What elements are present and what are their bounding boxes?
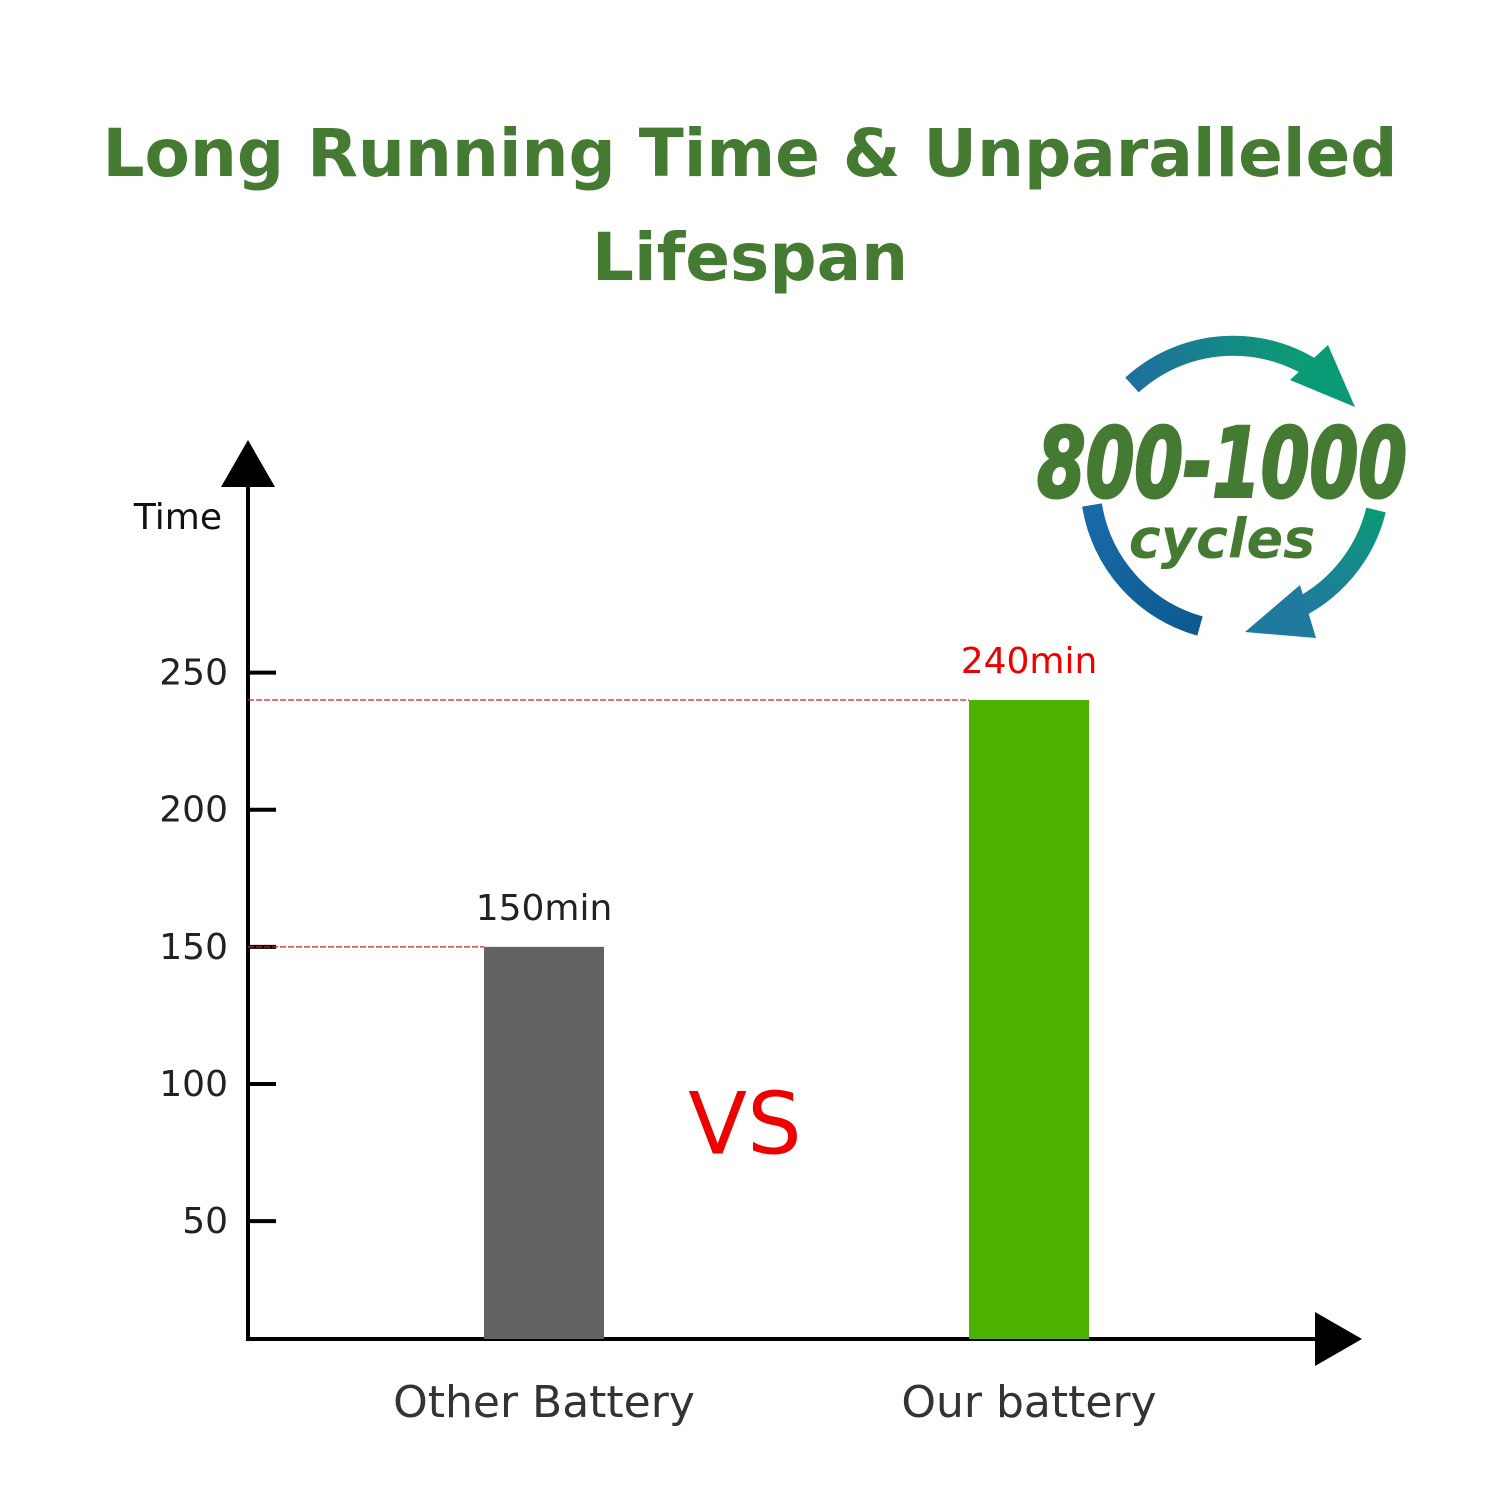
badge-arrow	[1125, 335, 1324, 393]
chart-title: Long Running Time & Unparalleled Lifespan	[103, 115, 1398, 296]
cycle-badge: 800-1000 cycles	[1036, 335, 1409, 638]
badge-arrow	[1082, 503, 1203, 636]
y-axis-arrow	[221, 440, 275, 487]
bar	[969, 700, 1089, 1339]
value-label: 240min	[961, 641, 1098, 682]
bar	[484, 946, 604, 1339]
plot: 50 100 150 200 250 150min Other Battery 240min O…	[159, 440, 1362, 1428]
y-tick-label: 200	[159, 790, 228, 831]
badge-number: 800-1000	[1037, 407, 1407, 519]
badge-arrowhead	[1245, 585, 1316, 638]
y-tick-label: 150	[159, 927, 228, 968]
x-tick-label: Other Battery	[393, 1377, 695, 1428]
y-tick-label: 100	[159, 1064, 228, 1105]
y-tick-label: 50	[182, 1201, 228, 1242]
badge-arrowhead	[1290, 345, 1355, 407]
y-axis-label: Time	[133, 497, 222, 538]
x-tick-label: Our battery	[901, 1377, 1156, 1428]
value-label: 150min	[476, 888, 613, 929]
vs-label: VS	[688, 1074, 801, 1174]
y-tick-label: 250	[159, 653, 228, 694]
x-axis-arrow	[1315, 1312, 1362, 1366]
badge-unit: cycles	[1129, 508, 1316, 571]
